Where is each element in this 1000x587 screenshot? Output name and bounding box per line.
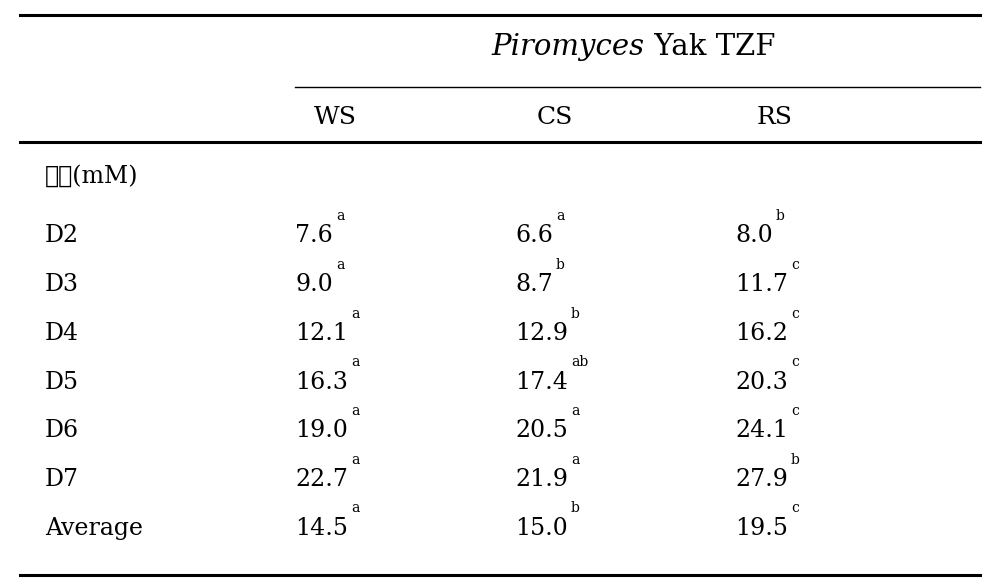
Text: 21.9: 21.9 [515, 468, 568, 491]
Text: a: a [351, 355, 359, 369]
Text: c: c [791, 258, 799, 272]
Text: a: a [351, 306, 359, 321]
Text: 15.0: 15.0 [515, 517, 568, 540]
Text: a: a [351, 453, 359, 467]
Text: b: b [571, 306, 580, 321]
Text: 9.0: 9.0 [295, 273, 333, 296]
Text: D4: D4 [45, 322, 79, 345]
Text: a: a [571, 453, 579, 467]
Text: 24.1: 24.1 [735, 419, 788, 443]
Text: b: b [571, 501, 580, 515]
Text: 20.3: 20.3 [735, 370, 788, 394]
Text: Average: Average [45, 517, 143, 540]
Text: 8.0: 8.0 [735, 224, 773, 248]
Text: b: b [791, 453, 800, 467]
Text: 22.7: 22.7 [295, 468, 348, 491]
Text: 6.6: 6.6 [515, 224, 553, 248]
Text: b: b [556, 258, 565, 272]
Text: a: a [556, 209, 564, 223]
Text: Yak TZF: Yak TZF [645, 33, 776, 61]
Text: 20.5: 20.5 [515, 419, 568, 443]
Text: Piromyces: Piromyces [492, 33, 645, 61]
Text: a: a [351, 501, 359, 515]
Text: ab: ab [571, 355, 588, 369]
Text: D3: D3 [45, 273, 79, 296]
Text: 16.3: 16.3 [295, 370, 348, 394]
Text: a: a [336, 258, 344, 272]
Text: c: c [791, 355, 799, 369]
Text: D6: D6 [45, 419, 79, 443]
Text: 8.7: 8.7 [515, 273, 553, 296]
Text: 19.5: 19.5 [735, 517, 788, 540]
Text: D7: D7 [45, 468, 79, 491]
Text: D5: D5 [45, 370, 79, 394]
Text: c: c [791, 306, 799, 321]
Text: 19.0: 19.0 [295, 419, 348, 443]
Text: a: a [336, 209, 344, 223]
Text: 甲酸(mM): 甲酸(mM) [45, 164, 138, 188]
Text: 12.1: 12.1 [295, 322, 348, 345]
Text: D2: D2 [45, 224, 79, 248]
Text: 12.9: 12.9 [515, 322, 568, 345]
Text: 11.7: 11.7 [735, 273, 788, 296]
Text: b: b [776, 209, 785, 223]
Text: 7.6: 7.6 [295, 224, 333, 248]
Text: 27.9: 27.9 [735, 468, 788, 491]
Text: 16.2: 16.2 [735, 322, 788, 345]
Text: WS: WS [314, 106, 356, 129]
Text: c: c [791, 404, 799, 418]
Text: a: a [571, 404, 579, 418]
Text: RS: RS [757, 106, 793, 129]
Text: 14.5: 14.5 [295, 517, 348, 540]
Text: CS: CS [537, 106, 573, 129]
Text: a: a [351, 404, 359, 418]
Text: c: c [791, 501, 799, 515]
Text: 17.4: 17.4 [515, 370, 568, 394]
